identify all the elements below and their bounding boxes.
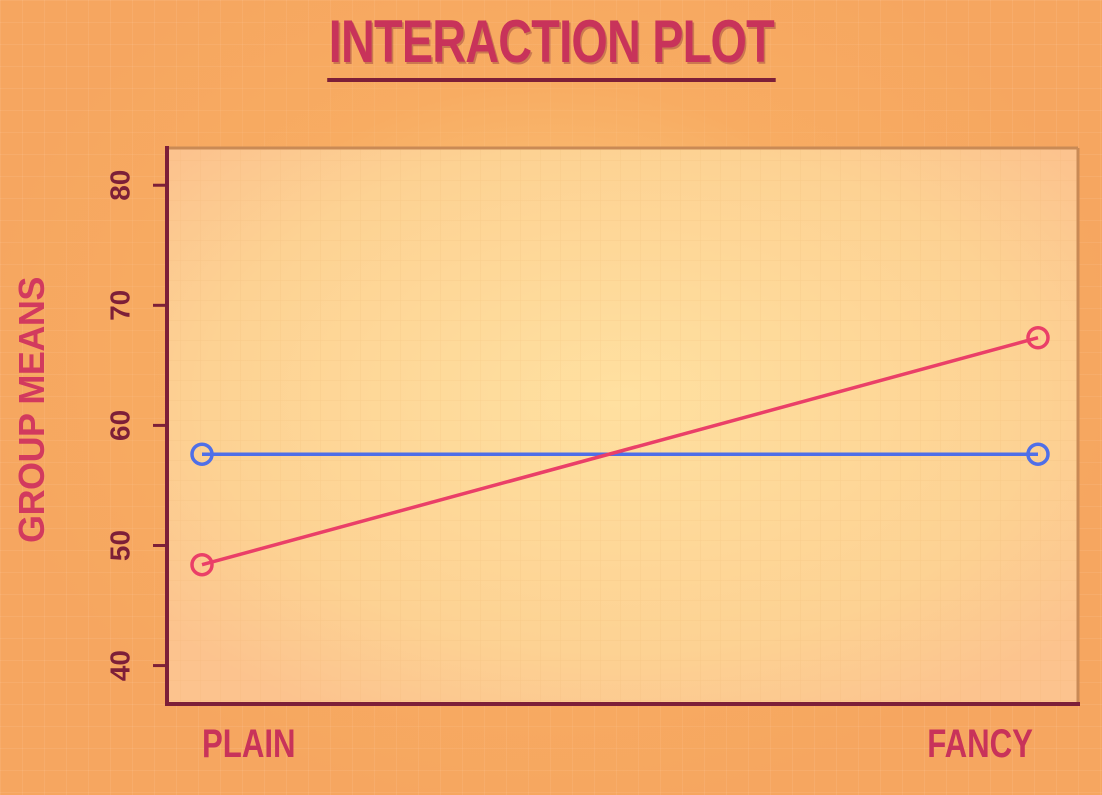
series-group [190,325,1050,577]
series-line-1 [201,336,1039,567]
y-tick-label: 40 [105,650,136,681]
series-0-point-1 [1026,442,1050,466]
x-ticks: PLAIN FANCY [202,721,1033,766]
chart-title: INTERACTION PLOT [0,6,1102,82]
series-1-point-1 [1026,325,1050,350]
series-1-point-0 [190,552,214,577]
y-ticks: 40 50 60 70 80 [105,170,167,681]
y-tick-label: 60 [105,410,136,441]
y-tick-label: 50 [105,530,136,561]
y-tick-label: 80 [105,170,136,201]
y-tick-label: 70 [105,290,136,321]
series-0-point-0 [190,442,214,466]
x-tick-label: FANCY [927,721,1033,766]
plot-texture [167,148,1078,704]
x-tick-label: PLAIN [202,721,296,766]
